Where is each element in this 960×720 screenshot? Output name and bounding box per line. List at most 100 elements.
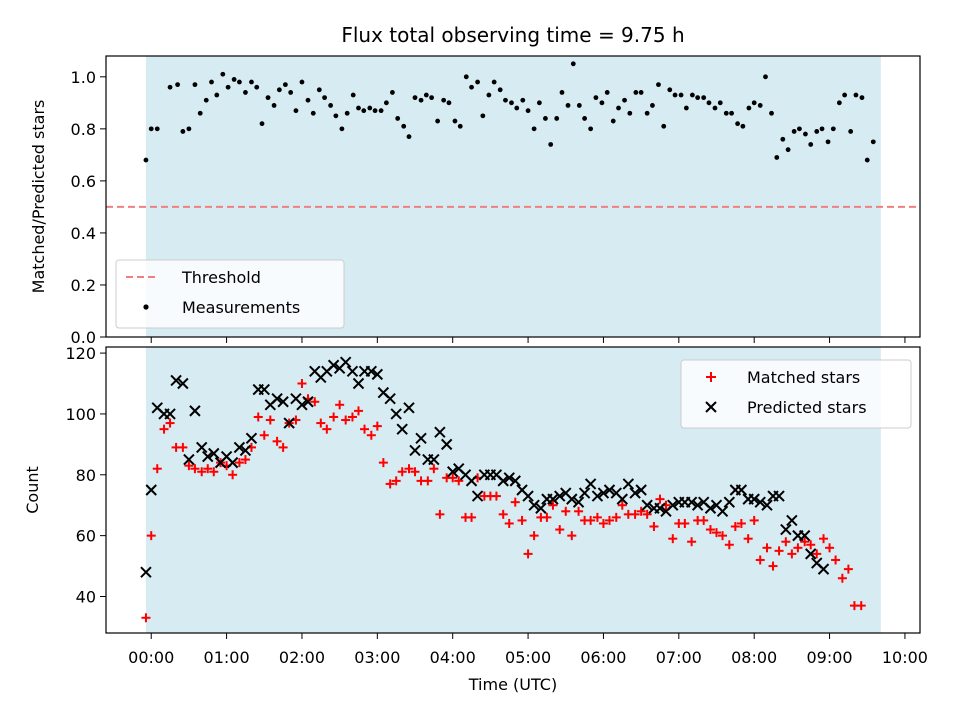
data-point	[763, 74, 768, 80]
data-point	[164, 408, 176, 420]
data-point	[616, 105, 621, 111]
data-point	[735, 484, 748, 496]
data-point	[197, 467, 207, 477]
x-tick-label: 01:00	[204, 648, 250, 667]
data-point	[378, 108, 384, 114]
y-axis-label: Matched/Predicted stars	[29, 100, 48, 294]
data-point	[441, 97, 447, 103]
data-point	[243, 90, 248, 95]
data-point	[635, 484, 647, 496]
data-point	[785, 147, 791, 153]
data-point	[574, 506, 584, 516]
data-point	[831, 555, 841, 565]
data-point	[327, 359, 340, 371]
data-point	[428, 453, 440, 466]
data-point	[622, 478, 635, 490]
y-tick-label: 0.0	[71, 328, 96, 347]
data-point	[755, 555, 765, 565]
data-point	[385, 479, 395, 489]
data-point	[712, 528, 721, 538]
data-point	[356, 105, 361, 111]
data-point	[469, 84, 474, 90]
data-point	[701, 95, 707, 101]
data-point	[167, 84, 173, 90]
data-point	[523, 549, 533, 559]
data-point	[704, 502, 717, 514]
data-point	[598, 518, 608, 528]
data-point	[780, 523, 792, 536]
data-point	[371, 368, 384, 381]
data-point	[604, 515, 614, 525]
data-point	[333, 113, 339, 119]
data-point	[339, 126, 345, 132]
y-tick-label: 120	[65, 344, 96, 363]
data-point	[360, 424, 370, 434]
data-point	[197, 110, 203, 116]
series-measurements	[143, 61, 876, 163]
data-point	[239, 444, 252, 457]
y-tick-label: 1.0	[71, 68, 96, 87]
data-point	[870, 139, 876, 145]
data-point	[529, 531, 539, 541]
series-matched-stars	[141, 379, 866, 623]
data-point	[435, 118, 441, 124]
data-point	[165, 418, 175, 428]
data-point	[361, 108, 367, 114]
data-point	[830, 126, 836, 132]
legend-label: Matched stars	[747, 368, 860, 387]
data-point	[592, 512, 602, 522]
data-point	[812, 549, 822, 559]
data-point	[322, 95, 327, 101]
data-point	[768, 561, 778, 571]
y-tick-label: 60	[76, 527, 96, 546]
data-point	[220, 71, 226, 77]
data-point	[509, 100, 514, 106]
data-point	[638, 90, 644, 95]
legend-box	[680, 359, 912, 429]
data-point	[616, 493, 628, 505]
data-point	[175, 82, 181, 88]
y-tick-label: 0.4	[71, 224, 96, 243]
data-point	[649, 522, 659, 532]
data-point	[617, 500, 627, 510]
data-point	[367, 105, 373, 111]
data-point	[259, 121, 265, 127]
data-point	[591, 490, 604, 502]
x-axis: 00:00 01:00 02:00 03:00 04:00 05:00 06:00 07:00…	[128, 648, 928, 667]
legend-marker	[705, 401, 717, 413]
data-point	[797, 126, 802, 132]
data-point	[209, 467, 219, 477]
data-point	[517, 515, 527, 525]
data-point	[661, 123, 667, 129]
y-tick-label: 80	[76, 466, 96, 485]
data-point	[803, 131, 808, 137]
data-point	[347, 412, 357, 422]
data-point	[542, 512, 552, 522]
data-point	[525, 108, 531, 114]
data-point	[440, 438, 453, 451]
data-point	[650, 103, 655, 108]
data-point	[497, 87, 503, 93]
x-axis-label: Time (UTC)	[468, 675, 557, 694]
data-point	[781, 537, 791, 547]
data-point	[825, 543, 835, 553]
data-point	[378, 458, 388, 468]
data-point	[856, 601, 866, 611]
data-point	[463, 74, 469, 80]
data-point	[316, 87, 322, 93]
data-point	[480, 113, 486, 119]
data-point	[177, 377, 189, 390]
data-point	[555, 525, 565, 535]
data-point	[570, 61, 576, 67]
data-point	[735, 121, 741, 127]
x-tick-label: 03:00	[354, 648, 400, 667]
data-point	[547, 493, 559, 505]
data-point	[203, 97, 209, 103]
data-point	[773, 490, 785, 502]
data-point	[687, 537, 697, 547]
data-point	[654, 502, 666, 514]
data-point	[668, 534, 678, 544]
legend-box	[115, 259, 345, 329]
data-point	[403, 402, 415, 414]
